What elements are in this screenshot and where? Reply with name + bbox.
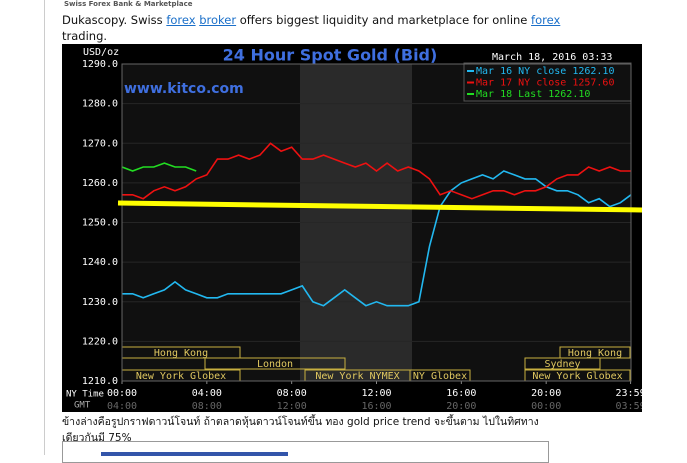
- timestamp: March 18, 2016 03:33: [492, 52, 612, 63]
- y-tick-label: 1240.0: [82, 257, 118, 268]
- session-label: Hong Kong: [154, 348, 208, 359]
- session-label: New York NYMEX: [315, 371, 399, 382]
- y-tick-label: 1270.0: [82, 138, 118, 149]
- chart: 1210.0 1220.0 1230.0 1240.0 1250.0 1260.0 1270…: [62, 44, 642, 412]
- gmt-tick-label: 20:00: [446, 401, 476, 412]
- gmt-tick-label: 16:00: [361, 401, 391, 412]
- gmt-tick-label: 00:00: [531, 401, 561, 412]
- x-tick-label: 00:00: [107, 388, 137, 399]
- x-tick-label: 12:00: [361, 388, 391, 399]
- x-label: NY Time: [66, 390, 104, 400]
- legend-label: Mar 16 NY close 1262.10: [476, 66, 614, 77]
- ad-part: trading.: [62, 29, 108, 43]
- series-line: [122, 142, 631, 200]
- y-tick-label: 1230.0: [82, 297, 118, 308]
- gmt-tick-label: 04:00: [107, 401, 137, 412]
- session-box: [559, 346, 631, 359]
- embed-bar: [101, 452, 288, 456]
- chart-title: 24 Hour Spot Gold (Bid): [223, 46, 438, 65]
- legend-label: Mar 18 Last 1262.10: [476, 89, 590, 100]
- y-tick-label: 1250.0: [82, 218, 118, 229]
- drawn-trendline: [117, 200, 642, 213]
- y-tick-label: 1210.0: [82, 376, 118, 387]
- gmt-tick-label: 08:00: [192, 401, 222, 412]
- watermark: www.kitco.com: [124, 81, 244, 97]
- gmt-tick-label: 12:00: [277, 401, 307, 412]
- series-line: [121, 162, 197, 172]
- ad-link[interactable]: broker: [199, 13, 237, 27]
- y-tick-label: 1280.0: [82, 99, 118, 110]
- post-border: [44, 0, 45, 455]
- x-tick-label: 08:00: [277, 388, 307, 399]
- y-unit: USD/oz: [83, 47, 119, 58]
- legend-label: Mar 17 NY close 1257.60: [476, 78, 614, 89]
- session-label: New York Globex: [532, 371, 622, 382]
- x-tick-label: 23:59: [616, 388, 642, 399]
- gmt-tick-label: 03:59: [616, 401, 642, 412]
- caption: ข้างล่างคือรูปกราฟดาวน์โจนท์ ถ้าตลาดหุ้น…: [62, 416, 539, 428]
- y-tick-label: 1220.0: [82, 336, 118, 347]
- session-label: New York Globex: [136, 371, 226, 382]
- session-box: [204, 357, 346, 370]
- y-tick-label: 1260.0: [82, 178, 118, 189]
- tagline: Swiss Forex Bank & Marketplace: [64, 0, 193, 8]
- x-tick-label: 16:00: [446, 388, 476, 399]
- x2-label: GMT: [74, 401, 91, 411]
- ad-part: offers biggest liquidity and marketplace…: [239, 13, 528, 27]
- session-label: Sydney: [544, 359, 580, 370]
- ad-link[interactable]: forex: [531, 13, 561, 27]
- ad-text: Dukascopy. Swiss forex broker offers big…: [62, 13, 560, 27]
- session-label: London: [257, 359, 293, 370]
- embed-box: [62, 441, 549, 463]
- session-label: Hong Kong: [568, 348, 622, 359]
- session-label: NY Globex: [413, 371, 467, 382]
- plot-border: [121, 63, 632, 382]
- y-tick-label: 1290.0: [82, 59, 118, 70]
- ad-link[interactable]: forex: [166, 13, 196, 27]
- x-tick-label: 04:00: [192, 388, 222, 399]
- ad-part: Dukascopy. Swiss: [62, 13, 163, 27]
- x-tick-label: 20:00: [531, 388, 561, 399]
